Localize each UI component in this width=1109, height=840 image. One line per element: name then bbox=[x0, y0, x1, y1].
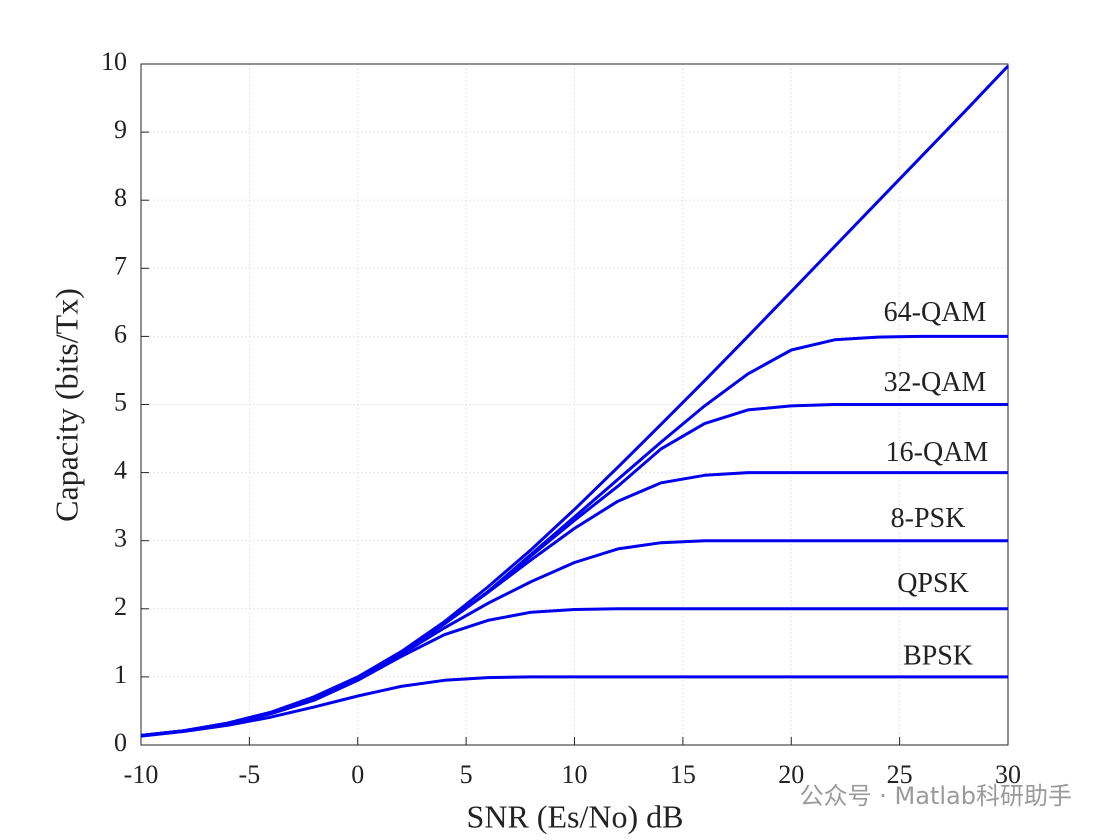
series-label: BPSK bbox=[903, 640, 973, 671]
watermark: 公众号 · Matlab科研助手 bbox=[800, 782, 1072, 810]
y-tick-label: 1 bbox=[114, 660, 127, 689]
x-tick-label: 15 bbox=[670, 760, 696, 789]
x-tick-label: 0 bbox=[351, 760, 364, 789]
y-tick-label: 5 bbox=[114, 387, 127, 416]
y-tick-label: 9 bbox=[114, 115, 127, 144]
series-label: QPSK bbox=[897, 568, 969, 599]
x-axis-label: SNR (Es/No) dB bbox=[467, 798, 684, 834]
y-tick-label: 8 bbox=[114, 183, 127, 212]
series-label: 16-QAM bbox=[886, 437, 989, 468]
x-tick-label: 10 bbox=[562, 760, 588, 789]
series-line bbox=[140, 675, 1008, 738]
series-label: 64-QAM bbox=[884, 297, 987, 328]
y-tick-label: 10 bbox=[101, 47, 127, 76]
y-axis-label: Capacity (bits/Tx) bbox=[48, 288, 84, 522]
x-tick-label: 5 bbox=[460, 760, 473, 789]
series-label: 32-QAM bbox=[884, 367, 987, 398]
series-line bbox=[140, 607, 1008, 737]
y-tick-label: 2 bbox=[114, 592, 127, 621]
y-tick-label: 7 bbox=[114, 251, 127, 280]
y-tick-label: 6 bbox=[114, 319, 127, 348]
y-tick-label: 3 bbox=[114, 524, 127, 553]
y-tick-label: 0 bbox=[114, 728, 127, 757]
y-tick-label: 4 bbox=[114, 456, 127, 485]
x-tick-label: 20 bbox=[778, 760, 804, 789]
x-tick-label: 30 bbox=[995, 760, 1021, 789]
x-tick-label: 25 bbox=[887, 760, 913, 789]
x-tick-label: -5 bbox=[239, 760, 261, 789]
series-label: 8-PSK bbox=[891, 503, 966, 534]
x-tick-label: -10 bbox=[124, 760, 159, 789]
